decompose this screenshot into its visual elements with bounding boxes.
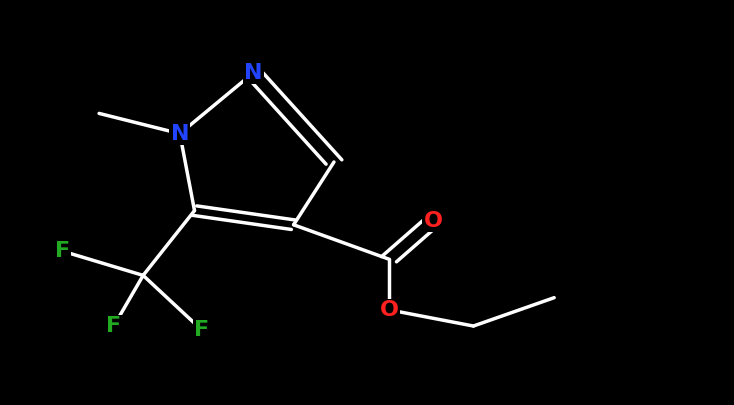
Text: F: F — [55, 241, 70, 261]
Text: F: F — [195, 320, 209, 340]
Text: N: N — [244, 63, 263, 83]
Text: O: O — [379, 300, 399, 320]
Text: F: F — [106, 316, 121, 336]
Text: N: N — [170, 124, 189, 144]
Text: O: O — [424, 211, 443, 231]
